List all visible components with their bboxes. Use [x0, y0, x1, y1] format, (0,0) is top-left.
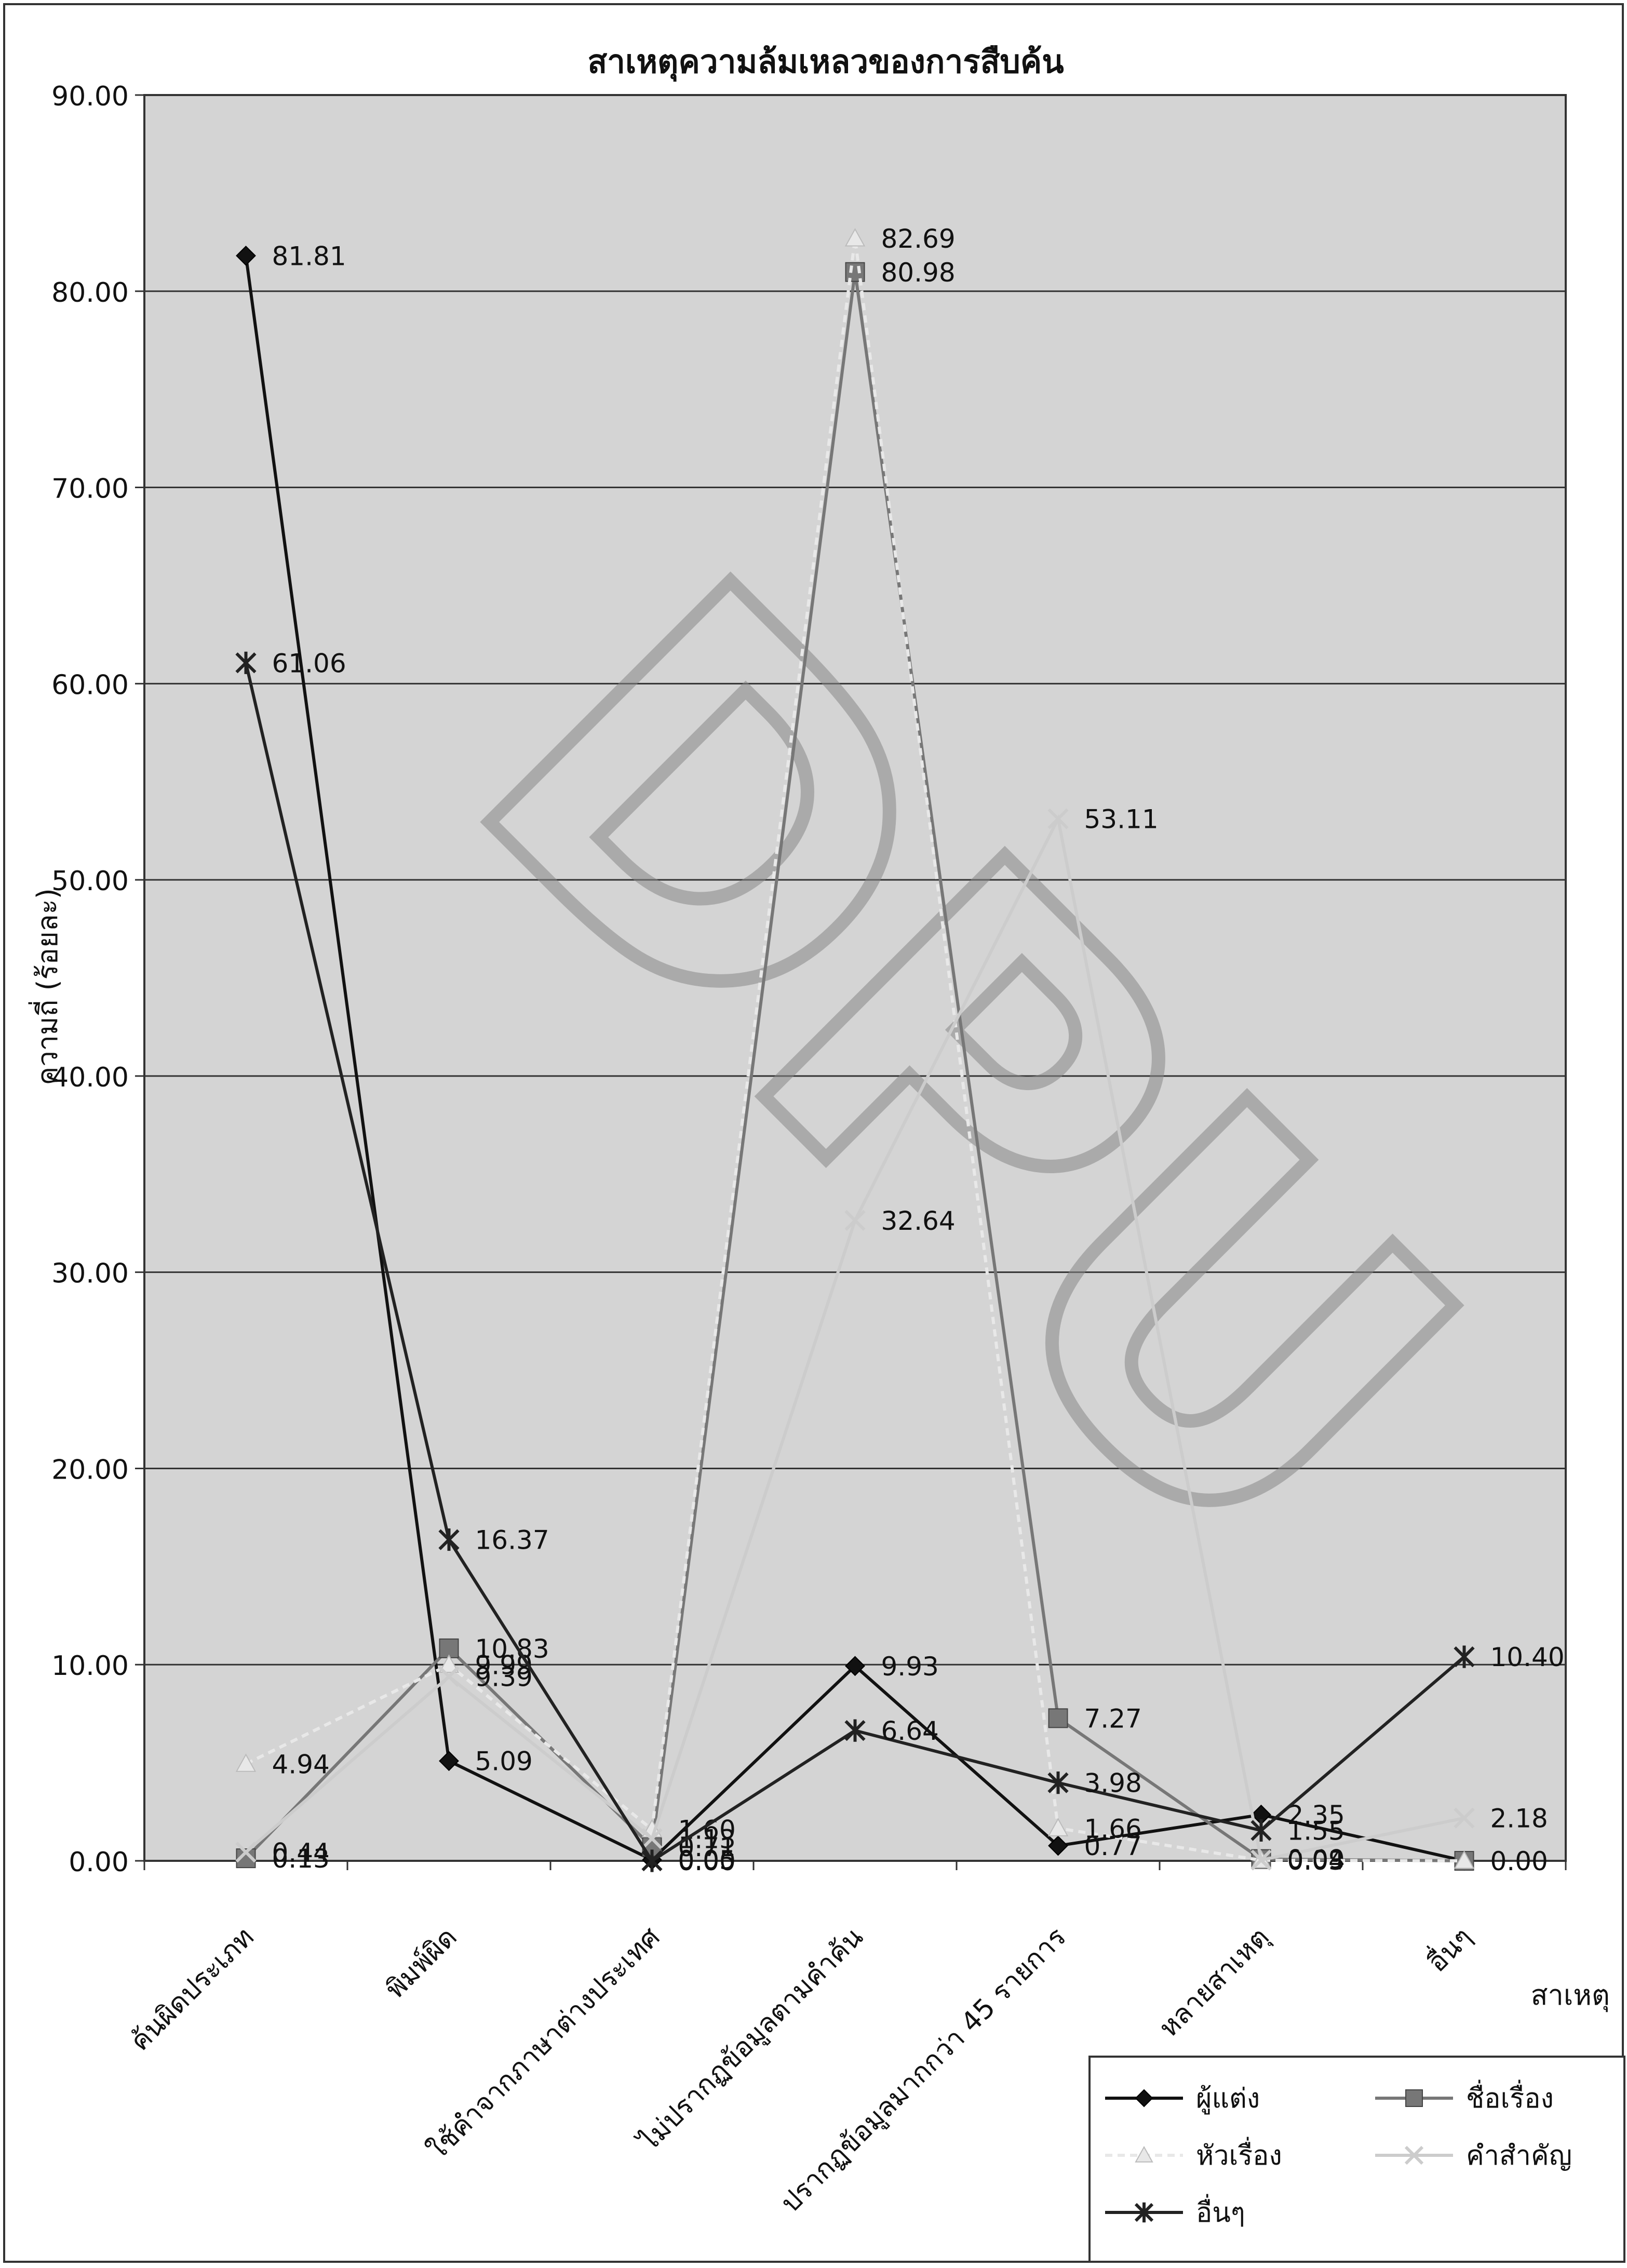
legend-entry: คำสำคัญ — [1466, 2140, 1572, 2171]
data-label: 3.98 — [1084, 1768, 1142, 1799]
legend-entry: ผู้แต่ง — [1196, 2083, 1260, 2115]
legend-marker — [1134, 2202, 1154, 2223]
plot-area — [143, 94, 1567, 1862]
data-label: 2.35 — [1287, 1800, 1345, 1830]
y-tick-label: 50.00 — [51, 866, 129, 897]
data-point — [438, 1654, 460, 1673]
x-axis-label: สาเหตุ — [1531, 1979, 1610, 2012]
data-label: 0.44 — [272, 1837, 330, 1868]
data-point — [845, 1656, 865, 1676]
legend-marker — [1135, 2145, 1153, 2163]
data-point — [1454, 1645, 1475, 1668]
data-label: 6.64 — [881, 1716, 939, 1746]
data-point — [438, 1528, 460, 1551]
data-label: 61.06 — [272, 648, 346, 678]
data-point — [235, 1842, 257, 1863]
legend-entry: ชื่อเรื่อง — [1466, 2079, 1554, 2114]
data-point — [235, 1753, 257, 1772]
legend-box — [1088, 2056, 1625, 2263]
y-tick-label: 10.00 — [51, 1650, 129, 1682]
data-point — [1048, 1835, 1068, 1856]
data-point — [235, 651, 257, 674]
data-label: 1.60 — [678, 1815, 736, 1845]
data-label: 81.81 — [272, 241, 346, 271]
series-5: 61.06 16.37 0.00 6.64 3.98 1.55 10.40 — [235, 648, 1565, 1876]
data-label: 1.66 — [1084, 1814, 1142, 1844]
data-label: 0.00 — [678, 1846, 736, 1876]
data-label: 80.98 — [881, 258, 956, 288]
data-label: 1.55 — [1287, 1816, 1345, 1846]
y-tick-label: 70.00 — [51, 474, 129, 505]
data-point — [641, 1828, 663, 1849]
data-label: 10.40 — [1490, 1642, 1565, 1672]
data-label: 9.93 — [881, 1652, 939, 1682]
legend-marker — [1135, 2089, 1153, 2108]
legend-entry: อื่นๆ — [1196, 2194, 1245, 2229]
legend-marker — [1404, 2145, 1424, 2165]
y-tick-label: 60.00 — [51, 669, 129, 701]
data-point — [1047, 1772, 1069, 1794]
data-label: 7.27 — [1084, 1703, 1142, 1734]
legend-entry: หัวเรื่อง — [1196, 2137, 1282, 2171]
data-label: 2.18 — [1490, 1804, 1548, 1834]
series-1: 81.81 5.09 0.05 9.93 0.77 2.35 — [236, 241, 1474, 1875]
data-point — [438, 1666, 460, 1687]
data-point — [1250, 1819, 1272, 1842]
legend-marker — [1405, 2089, 1423, 2107]
data-point — [844, 1210, 866, 1231]
data-point — [1454, 1807, 1475, 1829]
data-point — [236, 245, 256, 266]
legend: ผู้แต่ง ชื่อเรื่องหัวเรื่อง คำสำคัญอื่นๆ — [1088, 2056, 1625, 2263]
data-point — [1048, 1708, 1068, 1728]
y-tick-label: 40.00 — [51, 1062, 129, 1093]
data-point — [439, 1751, 459, 1772]
data-label: 4.94 — [272, 1749, 330, 1779]
data-point — [641, 1849, 663, 1872]
data-label: 0.77 — [1084, 1831, 1142, 1861]
data-label: 0.04 — [1287, 1845, 1345, 1875]
y-tick-label: 80.00 — [51, 277, 129, 308]
data-point — [1250, 1849, 1272, 1871]
y-axis-label: ความถี่ (ร้อยละ) — [28, 888, 64, 1085]
data-label: 9.39 — [475, 1662, 533, 1692]
chart-title: สาเหตุความล้มเหลวของการสืบค้น — [587, 43, 1064, 82]
data-label: 16.37 — [475, 1525, 549, 1555]
y-tick-label: 20.00 — [51, 1454, 129, 1485]
data-point — [1047, 808, 1069, 829]
data-point — [844, 1719, 866, 1742]
data-label: 82.69 — [881, 224, 956, 254]
y-tick-label: 90.00 — [51, 81, 129, 112]
data-point — [844, 228, 866, 247]
data-label: 32.64 — [881, 1206, 956, 1236]
data-point — [1454, 1850, 1475, 1869]
y-tick-label: 30.00 — [51, 1258, 129, 1290]
data-point — [1047, 1818, 1069, 1836]
data-label: 5.09 — [475, 1747, 533, 1777]
data-label: 0.03 — [1287, 1846, 1345, 1876]
data-label: 53.11 — [1084, 804, 1159, 835]
data-label: 0.13 — [272, 1844, 330, 1874]
y-tick-label: 0.00 — [69, 1847, 129, 1878]
data-label: 0.05 — [678, 1845, 736, 1875]
data-label: 0.00 — [1490, 1846, 1548, 1876]
